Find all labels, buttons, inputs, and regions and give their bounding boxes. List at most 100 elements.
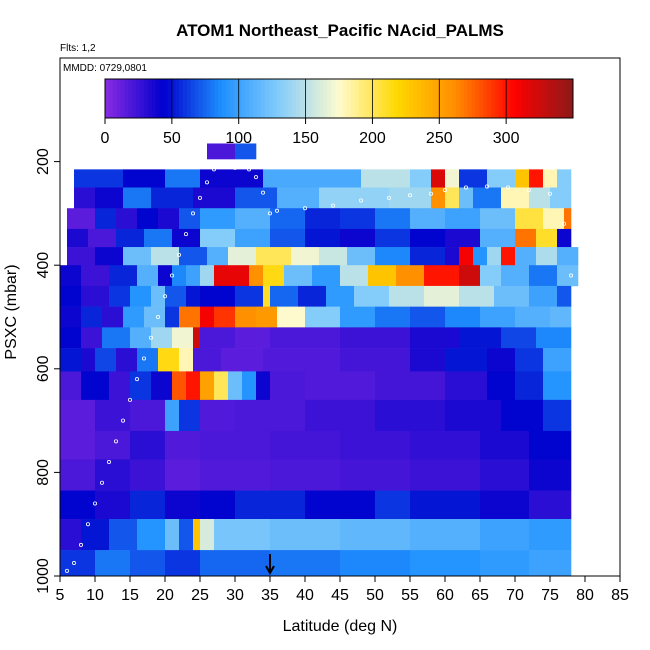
y-tick-label: 200 xyxy=(35,148,52,175)
heatmap-cell xyxy=(445,371,488,401)
heatmap-cell xyxy=(193,327,201,349)
heatmap-cell xyxy=(60,265,82,287)
colorbar-swatch xyxy=(514,79,519,118)
trajectory-point xyxy=(302,206,307,211)
colorbar-swatch xyxy=(463,79,469,118)
colorbar-swatch xyxy=(327,79,332,118)
x-tick-label: 50 xyxy=(366,587,384,604)
colorbar-swatch xyxy=(440,79,445,118)
heatmap-cell xyxy=(263,265,285,287)
colorbar-swatch xyxy=(222,79,227,118)
heatmap-cell xyxy=(424,265,460,287)
colorbar-tick-label: 250 xyxy=(426,130,453,147)
colorbar-swatch xyxy=(183,79,188,118)
heatmap-cell xyxy=(60,459,96,491)
heatmap-cell xyxy=(284,265,313,287)
colorbar-swatch xyxy=(159,79,164,118)
heatmap-cell xyxy=(235,306,257,328)
heatmap-cell xyxy=(396,265,425,287)
heatmap-cell xyxy=(515,247,537,266)
heatmap-cell xyxy=(60,348,82,372)
colorbar-swatch xyxy=(467,79,472,118)
heatmap-cell xyxy=(347,247,376,266)
heatmap-cell xyxy=(81,327,103,349)
heatmap-cell xyxy=(487,371,516,401)
heatmap-cell xyxy=(529,519,572,551)
heatmap-cell xyxy=(459,247,474,266)
heatmap-cell xyxy=(557,285,572,307)
heatmap-cell xyxy=(410,169,432,188)
heatmap-cell xyxy=(235,143,257,160)
colorbar-swatch xyxy=(319,79,324,118)
x-tick-label: 70 xyxy=(506,587,524,604)
colorbar-swatch xyxy=(120,79,125,118)
colorbar-swatch xyxy=(206,79,211,118)
heatmap-cell xyxy=(501,327,537,349)
trajectory-point xyxy=(197,195,202,200)
dates-annotation: MMDD: 0729,0801 xyxy=(63,63,147,74)
colorbar-swatch xyxy=(537,79,543,118)
colorbar-tick-label: 200 xyxy=(359,130,386,147)
heatmap-cell xyxy=(95,348,117,372)
heatmap-cell xyxy=(550,187,572,209)
heatmap-cell xyxy=(298,285,327,307)
colorbar-swatch xyxy=(498,79,504,118)
heatmap-cell xyxy=(480,519,530,551)
trajectory-point xyxy=(127,397,132,402)
trajectory-point xyxy=(428,191,433,196)
trajectory-point xyxy=(330,203,335,208)
colorbar-swatch xyxy=(198,79,203,118)
colorbar-swatch xyxy=(315,79,320,118)
heatmap-cell xyxy=(270,459,341,491)
heatmap-cell xyxy=(270,430,341,460)
marker-arrow-head xyxy=(265,565,275,576)
colorbar-swatch xyxy=(155,79,160,118)
trajectory-point xyxy=(274,208,279,213)
colorbar-swatch xyxy=(456,79,461,118)
heatmap-cell xyxy=(368,265,397,287)
heatmap-cell xyxy=(270,285,299,307)
x-tick-label: 30 xyxy=(226,587,244,604)
heatmap-cell xyxy=(480,306,516,328)
heatmap-cell xyxy=(487,348,516,372)
heatmap-cell xyxy=(123,169,166,188)
colorbar-swatch xyxy=(475,79,480,118)
colorbar-swatch xyxy=(268,79,274,118)
heatmap-cell xyxy=(186,371,201,401)
heatmap-cell xyxy=(431,169,446,188)
colorbar-swatch xyxy=(362,79,367,118)
heatmap-cell xyxy=(60,399,96,432)
heatmap-cell xyxy=(81,306,103,328)
heatmap-cell xyxy=(375,228,411,248)
colorbar-tick-label: 50 xyxy=(163,130,181,147)
heatmap-cell xyxy=(186,285,201,307)
heatmap-cell xyxy=(529,459,572,491)
heatmap-cell xyxy=(410,348,446,372)
heatmap-cell xyxy=(60,430,96,460)
colorbar-swatch xyxy=(112,79,118,118)
colorbar-swatch xyxy=(116,79,121,118)
colorbar-swatch xyxy=(428,79,433,118)
heatmap-cell xyxy=(410,490,481,520)
heatmap-cell xyxy=(340,430,411,460)
heatmap-cell xyxy=(536,247,558,266)
heatmap-cell xyxy=(214,265,250,287)
colorbar-swatch xyxy=(409,79,414,118)
heatmap-cell xyxy=(270,327,341,349)
colorbar-swatch xyxy=(307,79,313,118)
heatmap-cell xyxy=(60,285,82,307)
trajectory-point xyxy=(169,273,174,278)
y-tick-label: 800 xyxy=(35,459,52,486)
heatmap-cell xyxy=(130,327,152,349)
heatmap-cell xyxy=(123,187,152,209)
heatmap-cell xyxy=(375,247,411,266)
heatmap-cell xyxy=(200,519,215,551)
y-axis-title: PSXC (mbar) xyxy=(3,264,20,359)
heatmap-cell xyxy=(340,348,411,372)
heatmap-cell xyxy=(81,348,96,372)
heatmap-cell xyxy=(165,399,180,432)
trajectory-point xyxy=(65,568,70,573)
heatmap-cell xyxy=(256,306,278,328)
colorbar-swatch xyxy=(237,79,242,118)
heatmap-cell xyxy=(228,371,243,401)
